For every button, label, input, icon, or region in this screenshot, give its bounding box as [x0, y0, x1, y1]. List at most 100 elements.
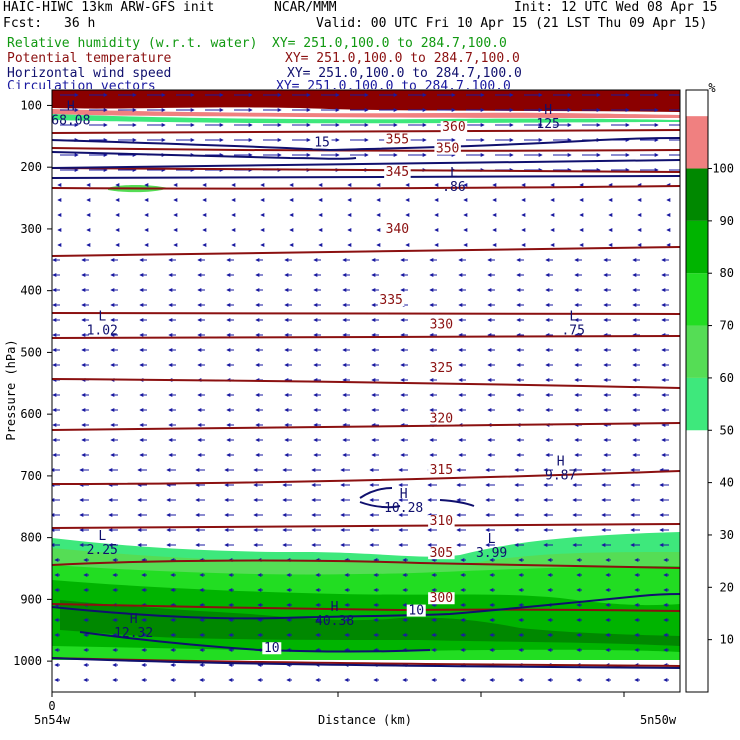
extremum-marker: L	[98, 310, 106, 325]
wind-contour-low-3	[52, 657, 680, 669]
extremum-marker: L	[450, 166, 458, 181]
x-start-label: 5n54w	[34, 713, 71, 727]
colorbar-bin	[686, 273, 708, 326]
field-name-rh: Relative humidity (w.r.t. water)	[7, 36, 258, 51]
theta-contour-300	[52, 603, 680, 612]
theta-label-bg	[428, 515, 455, 528]
extremum-marker: H	[400, 487, 408, 502]
rh-upper-pink-strip	[52, 109, 680, 118]
wind-label-bg	[312, 136, 332, 149]
theta-label: 325	[430, 361, 453, 376]
extremum-marker: L	[569, 310, 577, 325]
pressure-axis: 100 200 300 400 500 600 700 800 900 1000	[13, 98, 52, 668]
field-xy-vectors: XY= 251.0,100.0 to 284.7,100.0	[276, 79, 511, 89]
field-xy-wind: XY= 251.0,100.0 to 284.7,100.0	[287, 66, 522, 81]
forecast-label: Fcst:	[3, 16, 43, 31]
extremum-value: 68.08	[51, 114, 90, 129]
wind-label-bg	[262, 642, 282, 655]
extremum-marker: H	[557, 455, 565, 470]
theta-label-bg	[428, 592, 455, 605]
extremum-value: 40.38	[315, 614, 354, 629]
wind-contour-upper-1	[52, 137, 680, 152]
colorbar-frame	[685, 89, 709, 693]
theta-label-bg	[384, 223, 411, 236]
theta-contour-305	[52, 559, 680, 569]
theta-label-bg	[428, 318, 455, 331]
theta-label-bg	[428, 463, 455, 476]
y-tick-label: 600	[20, 407, 42, 421]
rh-upper-band	[52, 90, 680, 112]
colorbar-tick-label: 40	[720, 476, 734, 490]
theta-contour-310	[52, 523, 680, 529]
y-tick-label: 700	[20, 469, 42, 483]
model-title: HAIC-HIWC 13km ARW-GFS init	[3, 0, 215, 15]
theta-label: 320	[430, 412, 453, 427]
theta-contour-330	[52, 335, 680, 339]
extremum-marker: H	[67, 100, 75, 115]
wind-contour-upper-2	[52, 151, 357, 160]
institution-label: NCAR/MMM	[274, 0, 337, 15]
colorbar-tick-label: 90	[720, 214, 734, 228]
theta-contour-315	[52, 470, 680, 485]
colorbar-tick-label: 100	[712, 162, 734, 176]
rh-upper-green-strip	[52, 114, 680, 124]
theta-label: 340	[386, 222, 409, 237]
extremum-value: 3.99	[476, 546, 507, 561]
extremum-value: 2.25	[87, 543, 118, 558]
plot-frame	[51, 89, 681, 693]
y-tick-label: 900	[20, 592, 42, 606]
wind-contour-low-2	[79, 631, 431, 653]
colorbar-tick-label: 30	[720, 528, 734, 542]
theta-label-bg	[428, 547, 455, 560]
colorbar-tick-label: 80	[720, 266, 734, 280]
potential-temperature-contours	[52, 129, 680, 667]
valid-time: Valid: 00 UTC Fri 10 Apr 15 (21 LST Thu …	[316, 16, 708, 31]
contour-labels-layer: 360 355 350 345 340 335 330 325 320 315 310 305 300 1…	[51, 100, 585, 657]
theta-contour-360	[52, 129, 680, 135]
field-name-wind: Horizontal wind speed	[7, 66, 172, 81]
theta-contour-320	[52, 422, 680, 431]
field-name-theta: Potential temperature	[7, 51, 172, 66]
wind-contour-upper-4	[52, 175, 680, 179]
y-tick-label: 400	[20, 284, 42, 298]
extremum-marker: H	[130, 612, 138, 627]
y-tick-label: 500	[20, 345, 42, 359]
theta-contour-345	[52, 185, 680, 190]
theta-contour-325	[52, 378, 680, 389]
extremum-value: 12.32	[114, 626, 153, 641]
theta-label: 360	[442, 120, 465, 135]
extremum-marker: H	[544, 103, 552, 118]
y-tick-label: 1000	[13, 654, 42, 668]
extremum-marker: L	[488, 532, 496, 547]
theta-label-bg	[440, 121, 468, 134]
theta-label-bg	[428, 412, 455, 425]
colorbar-tick-label: 20	[720, 580, 734, 594]
theta-contour-335	[52, 312, 680, 315]
y-tick-label: 800	[20, 531, 42, 545]
colorbar-tick-label: 50	[720, 423, 734, 437]
wind-contour-max-2	[359, 501, 401, 509]
colorbar-tick-label: 70	[720, 319, 734, 333]
theta-label: 300	[430, 591, 453, 606]
colorbar-tick-label: 60	[720, 371, 734, 385]
extremum-marker: H	[331, 600, 339, 615]
wind-label: 15	[314, 136, 330, 151]
theta-contour-355	[52, 147, 680, 152]
theta-label: 335	[379, 293, 402, 308]
colorbar-bin	[686, 220, 708, 274]
plot-area: 360 355 350 345 340 335 330 325 320 315 310 305 300 1…	[51, 90, 680, 682]
field-xy-rh: XY= 251.0,100.0 to 284.7,100.0	[272, 36, 507, 51]
theta-label: 315	[430, 463, 453, 478]
theta-label: 330	[430, 318, 453, 333]
wind-label: 10	[408, 604, 424, 619]
colorbar-bin	[686, 116, 708, 169]
y-tick-label: 300	[20, 222, 42, 236]
wind-contour-max	[359, 487, 393, 499]
x-tick-label: 0	[48, 699, 55, 713]
extremum-value: .86	[442, 180, 465, 195]
colorbar-bin	[686, 168, 708, 221]
extremum-value: 125	[536, 117, 559, 132]
theta-label-bg	[428, 361, 455, 374]
extremum-marker: L	[98, 529, 106, 544]
theta-label-bg	[384, 166, 411, 179]
